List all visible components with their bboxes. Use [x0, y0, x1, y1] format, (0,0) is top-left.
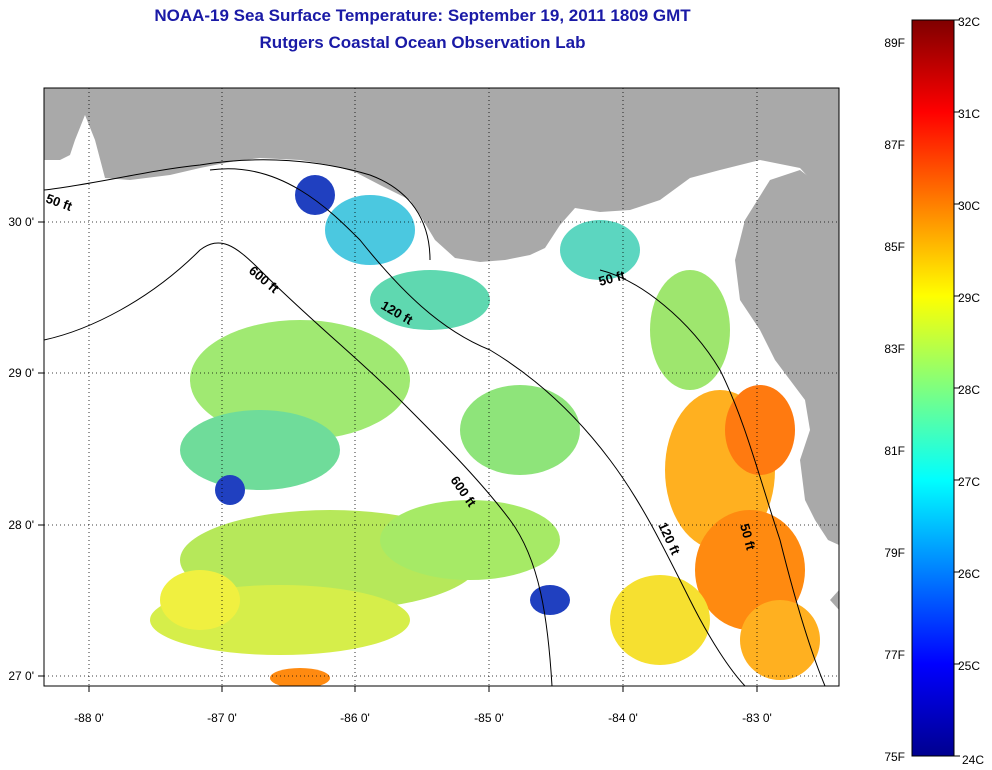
fahrenheit-tick-label: 89F [884, 36, 905, 50]
celsius-tick-label: 31C [958, 107, 980, 121]
contour-label-50ft-south: 50 ft [737, 522, 759, 552]
lon-tick-label: -83 0' [742, 711, 772, 725]
celsius-tick-label: 26C [958, 567, 980, 581]
land-peninsula [735, 170, 839, 545]
fahrenheit-tick-label: 87F [884, 138, 905, 152]
celsius-tick-label: 24C [962, 753, 984, 767]
lat-tick-label: 30 0' [8, 215, 34, 229]
land-keys [830, 590, 839, 610]
lon-tick-label: -86 0' [340, 711, 370, 725]
map-frame [43, 87, 840, 687]
contour-50ft [44, 159, 826, 686]
colorbar [911, 19, 955, 757]
contour-label-50ft-bigbend: 50 ft [597, 267, 627, 289]
lon-tick-label: -85 0' [474, 711, 504, 725]
map-grid [44, 88, 839, 686]
fahrenheit-tick-label: 77F [884, 648, 905, 662]
celsius-tick-label: 28C [958, 383, 980, 397]
lon-tick-label: -87 0' [207, 711, 237, 725]
celsius-tick-label: 25C [958, 659, 980, 673]
colorbar-ticks [954, 19, 960, 757]
contour-120ft [209, 168, 746, 686]
land-panhandle [44, 88, 839, 262]
celsius-tick-label: 27C [958, 475, 980, 489]
celsius-tick-label: 32C [958, 15, 980, 29]
celsius-tick-label: 29C [958, 291, 980, 305]
map-title: NOAA-19 Sea Surface Temperature: Septemb… [154, 6, 691, 25]
sst-data-layer [150, 175, 820, 686]
fahrenheit-tick-label: 85F [884, 240, 905, 254]
contour-600ft [44, 242, 553, 686]
map-ticks [38, 221, 758, 692]
fahrenheit-tick-label: 83F [884, 342, 905, 356]
fahrenheit-tick-label: 81F [884, 444, 905, 458]
fahrenheit-tick-label: 75F [884, 750, 905, 764]
lon-tick-label: -88 0' [74, 711, 104, 725]
fahrenheit-tick-label: 79F [884, 546, 905, 560]
colorbar-celsius-scale: 32C 31C 30C 29C 28C 27C 26C 25C 24C [958, 15, 984, 767]
colorbar-fahrenheit-scale: 89F 87F 85F 83F 81F 79F 77F 75F [884, 36, 905, 764]
celsius-tick-label: 30C [958, 199, 980, 213]
lat-tick-label: 27 0' [8, 669, 34, 683]
lon-tick-label: -84 0' [608, 711, 638, 725]
lat-tick-label: 29 0' [8, 366, 34, 380]
map-subtitle: Rutgers Coastal Ocean Observation Lab [259, 33, 586, 52]
lat-tick-label: 28 0' [8, 518, 34, 532]
